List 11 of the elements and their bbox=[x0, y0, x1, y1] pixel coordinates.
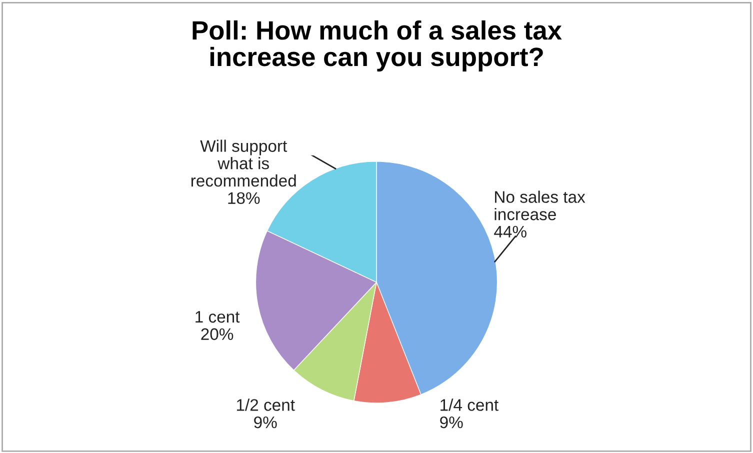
slice-label: No sales tax increase bbox=[494, 190, 586, 220]
slice-label: Will support what is recommended bbox=[191, 140, 296, 187]
slice-label: 1 cent bbox=[196, 311, 240, 323]
data-label: 44% bbox=[494, 226, 526, 238]
data-label: 20% bbox=[201, 328, 234, 340]
slice-label: 1/4 cent bbox=[440, 398, 498, 411]
data-label: 18% bbox=[228, 192, 260, 204]
slice-label: 1/2 cent bbox=[236, 398, 295, 411]
chart-title: Poll: How much of a sales tax increase can you support? bbox=[192, 20, 562, 72]
data-label: 9% bbox=[254, 416, 277, 428]
data-label: 9% bbox=[440, 416, 463, 428]
